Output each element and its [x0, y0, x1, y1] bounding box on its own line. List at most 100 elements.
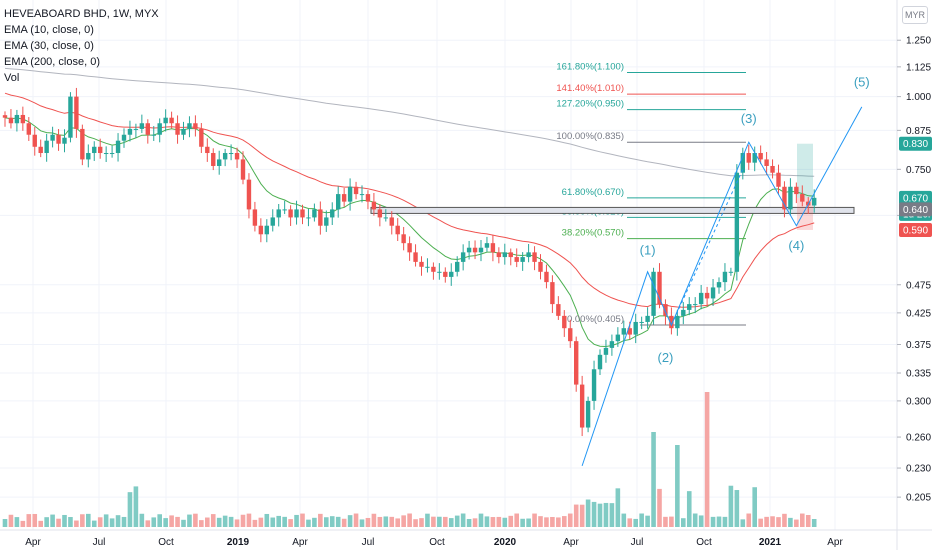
- candle-body: [574, 341, 579, 385]
- candle-body: [133, 128, 139, 130]
- volume-bar: [800, 513, 805, 527]
- candle-body: [288, 209, 293, 218]
- candle-body: [246, 179, 252, 210]
- price-axis[interactable]: 1.2501.1251.0000.8750.7500.6250.4750.425…: [896, 0, 932, 550]
- candle-body: [728, 271, 734, 273]
- time-axis-tick: Oct: [696, 537, 712, 548]
- wave-path: [581, 106, 863, 467]
- volume-bar: [252, 519, 258, 527]
- time-axis-tick: 2021: [759, 537, 782, 548]
- candle-body: [103, 153, 109, 155]
- volume-bar: [544, 517, 549, 527]
- volume-bar: [425, 513, 430, 527]
- volume-bar: [234, 519, 240, 527]
- candle-body: [693, 304, 698, 306]
- ema200-legend[interactable]: EMA (200, close, 0): [4, 56, 100, 68]
- candle-body: [324, 217, 329, 226]
- candle-body: [591, 369, 597, 401]
- volume-bar: [431, 516, 436, 527]
- volume-bar: [44, 517, 49, 527]
- volume-bar: [651, 432, 656, 527]
- volume-bar: [383, 516, 389, 527]
- volume-bars: [2, 392, 817, 527]
- candle-body: [14, 114, 20, 124]
- candle-body: [597, 354, 603, 370]
- price-axis-tick: 0.475: [906, 280, 931, 291]
- candle-body: [758, 153, 763, 160]
- candle-body: [651, 271, 656, 316]
- volume-bar: [163, 518, 168, 527]
- price-axis-tick: 0.205: [906, 493, 931, 504]
- volume-legend[interactable]: Vol: [4, 72, 20, 84]
- volume-bar: [222, 515, 228, 527]
- candle-body: [365, 194, 371, 202]
- volume-bar: [62, 514, 67, 527]
- candle-body: [645, 315, 650, 322]
- candle-body: [556, 304, 561, 316]
- volume-bar: [347, 515, 353, 527]
- volume-bar: [639, 513, 644, 527]
- volume-bar: [246, 513, 252, 527]
- time-axis-tick: Apr: [292, 537, 308, 548]
- candle-body: [579, 384, 585, 428]
- candle-body: [359, 194, 365, 196]
- volume-bar: [746, 513, 752, 527]
- volume-bar: [109, 518, 115, 527]
- candle-body: [508, 252, 513, 258]
- candle-body: [443, 271, 448, 277]
- volume-bar: [365, 517, 371, 527]
- candle-body: [710, 287, 716, 299]
- candle-body: [294, 209, 299, 218]
- volume-bar: [205, 517, 210, 527]
- currency-badge[interactable]: MYR: [902, 6, 928, 24]
- time-axis[interactable]: Apr Jul Oct 2019 Apr Jul Oct 2020 Apr Jul Oct 2021 A…: [0, 529, 932, 548]
- candle-body: [151, 134, 156, 136]
- candle-body: [2, 115, 8, 118]
- volume-bar: [139, 513, 145, 527]
- volume-bar: [169, 515, 174, 527]
- candle-body: [449, 271, 454, 277]
- candle-body: [68, 96, 73, 138]
- candle-body: [353, 186, 359, 195]
- volume-bar: [532, 513, 537, 527]
- volume-bar: [413, 519, 418, 527]
- time-axis-tick: Oct: [158, 537, 174, 548]
- price-axis-tick: 0.230: [906, 464, 931, 475]
- time-axis-tick: Jul: [93, 537, 106, 548]
- symbol-title[interactable]: HEVEABOARD BHD, 1W, MYX: [4, 8, 159, 20]
- candle-body: [681, 309, 686, 316]
- candle-body: [44, 140, 49, 154]
- volume-bar: [728, 485, 734, 527]
- candle-body: [318, 209, 323, 226]
- volume-bar: [56, 518, 61, 527]
- price-label-bg: [899, 222, 932, 237]
- candle-body: [312, 209, 317, 218]
- ema10-legend[interactable]: EMA (10, close, 0): [4, 24, 94, 36]
- volume-bar: [353, 513, 359, 527]
- volume-bar: [91, 520, 97, 527]
- volume-bar: [603, 502, 609, 527]
- ema30-legend[interactable]: EMA (30, close, 0): [4, 40, 94, 52]
- price-axis-tick: 1.000: [906, 92, 931, 103]
- volume-bar: [579, 504, 585, 527]
- fib-level-label: 161.80%(1.100): [556, 62, 624, 73]
- candle-body: [175, 123, 180, 135]
- elliott-wave-drawing[interactable]: (1) (2) (3) (4) (5): [581, 75, 870, 467]
- candle-body: [330, 209, 335, 218]
- volume-bar: [591, 501, 597, 527]
- volume-bar: [657, 488, 662, 527]
- candle-body: [347, 186, 353, 202]
- fib-level-label: 0.00%(0.405): [567, 314, 624, 325]
- volume-bar: [288, 519, 293, 527]
- volume-bar: [478, 513, 484, 527]
- volume-bar: [698, 515, 704, 527]
- price-label: 0.640: [903, 205, 928, 216]
- volume-bar: [127, 492, 133, 527]
- volume-bar: [228, 516, 234, 527]
- candle-body: [157, 123, 162, 135]
- candle-body: [716, 282, 722, 288]
- volume-bar: [597, 503, 603, 527]
- time-axis-tick: 2019: [227, 537, 250, 548]
